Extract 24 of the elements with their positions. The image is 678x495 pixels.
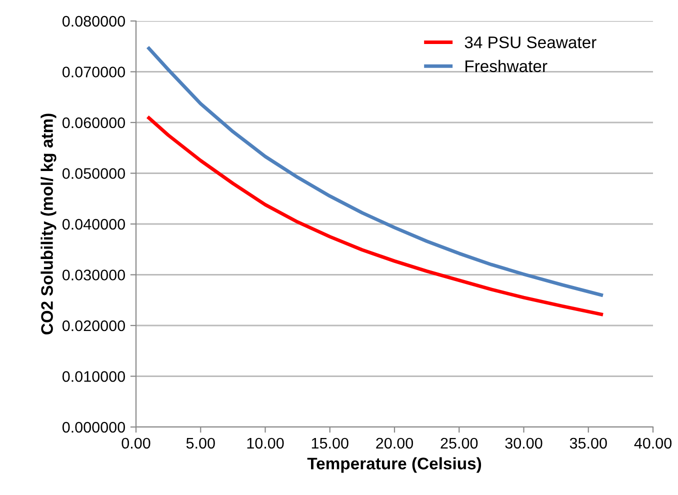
x-tick-label: 0.00 (122, 438, 150, 449)
x-tick-label: 30.00 (505, 438, 542, 449)
y-tick-label: 0.080000 (62, 16, 125, 27)
x-axis-title: Temperature (Celsius) (307, 457, 482, 473)
x-tick-label: 35.00 (570, 438, 607, 449)
x-tick-label: 40.00 (634, 438, 672, 449)
y-tick-label: 0.030000 (62, 270, 125, 280)
y-tick-label: 0.010000 (62, 371, 125, 382)
line-series (147, 116, 604, 316)
y-tick-label: 0.070000 (62, 66, 125, 78)
y-tick-label: 0.050000 (62, 168, 125, 179)
x-tick-label: 20.00 (376, 438, 414, 449)
y-axis-title: CO2 Solubility (mol/ kg atm) (40, 114, 56, 334)
y-tick-label: 0.000000 (62, 422, 125, 433)
legend-label: 34 PSU Seawater (464, 36, 596, 48)
x-tick-label: 5.00 (186, 438, 215, 449)
y-tick-label: 0.020000 (62, 320, 125, 332)
y-tick-label: 0.040000 (62, 218, 125, 230)
x-tick-label: 15.00 (312, 438, 348, 449)
y-tick-label: 0.060000 (62, 117, 125, 128)
line-series (147, 46, 604, 297)
legend-label: Freshwater (466, 60, 548, 72)
x-tick-label: 10.00 (247, 438, 284, 449)
x-tick-label: 25.00 (440, 438, 478, 449)
